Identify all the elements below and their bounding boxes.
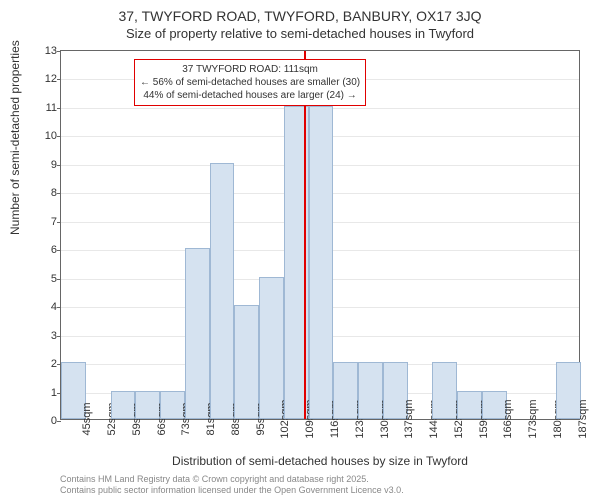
x-tick-label: 45sqm — [77, 402, 93, 435]
x-tick-label: 173sqm — [523, 399, 539, 438]
footer-line2: Contains public sector information licen… — [60, 485, 404, 496]
footer-attribution: Contains HM Land Registry data © Crown c… — [60, 474, 404, 496]
title-sub: Size of property relative to semi-detach… — [0, 24, 600, 41]
x-tick-label: 166sqm — [498, 399, 514, 438]
footer-line1: Contains HM Land Registry data © Crown c… — [60, 474, 404, 485]
annotation-line: 44% of semi-detached houses are larger (… — [140, 89, 360, 102]
x-tick-label: 187sqm — [573, 399, 589, 438]
annotation-line: ← 56% of semi-detached houses are smalle… — [140, 76, 360, 89]
x-tick-label: 137sqm — [399, 399, 415, 438]
x-axis-label: Distribution of semi-detached houses by … — [60, 454, 580, 468]
histogram-bar — [259, 277, 284, 419]
annotation-line: 37 TWYFORD ROAD: 111sqm — [140, 63, 360, 76]
y-axis-label: Number of semi-detached properties — [8, 40, 22, 235]
chart-container: 37, TWYFORD ROAD, TWYFORD, BANBURY, OX17… — [0, 0, 600, 500]
annotation-box: 37 TWYFORD ROAD: 111sqm← 56% of semi-det… — [134, 59, 366, 106]
histogram-bar — [185, 248, 210, 419]
histogram-bar — [309, 106, 334, 419]
reference-line — [304, 51, 306, 419]
histogram-bar — [210, 163, 235, 419]
plot-area: 01234567891011121345sqm52sqm59sqm66sqm73… — [60, 50, 580, 420]
title-main: 37, TWYFORD ROAD, TWYFORD, BANBURY, OX17… — [0, 0, 600, 24]
